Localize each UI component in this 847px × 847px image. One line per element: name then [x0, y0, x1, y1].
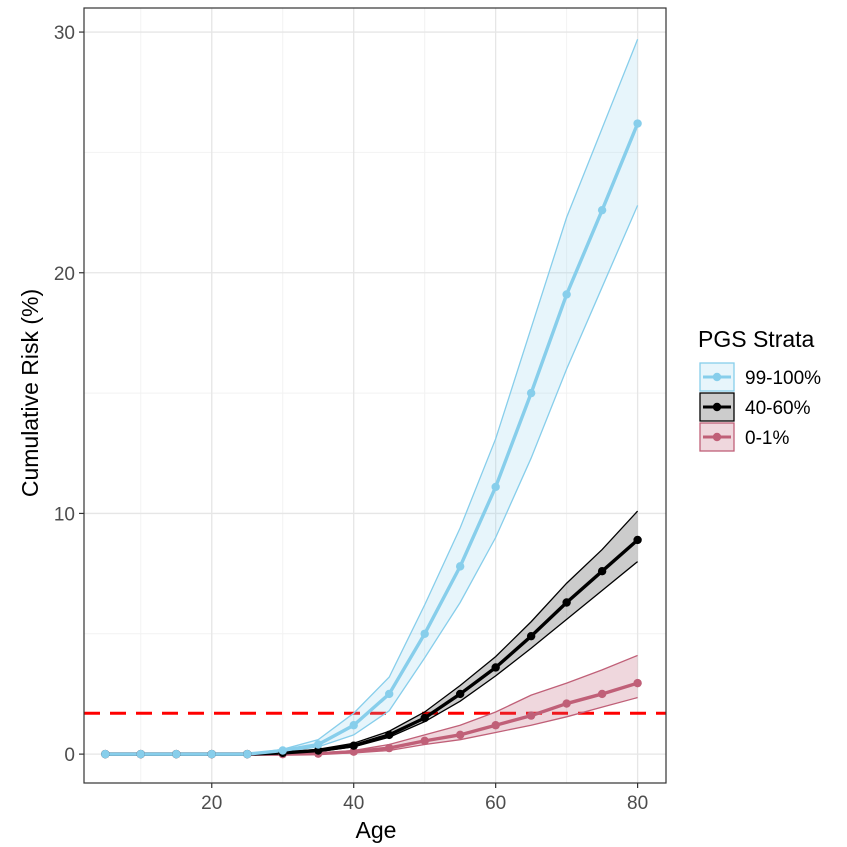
- data-point-40-60-: [562, 598, 571, 607]
- data-point-99-100-: [633, 119, 642, 128]
- legend-key-point-0-1-: [712, 432, 722, 442]
- data-point-40-60-: [384, 730, 394, 740]
- legend-label-0-1-: 0-1%: [745, 428, 789, 449]
- data-point-99-100-: [562, 290, 571, 299]
- series-line-99-100-: [105, 122, 640, 756]
- x-tick-label: 80: [627, 793, 648, 814]
- data-point-99-100-: [491, 482, 500, 492]
- legend: PGS Strata 99-100% 40-60% 0-1%: [698, 326, 821, 452]
- x-tick-label: 20: [201, 793, 222, 814]
- data-point-40-60-: [455, 689, 465, 699]
- data-point-0-1-: [526, 711, 536, 720]
- panel-border: [83, 7, 667, 784]
- data-point-99-100-: [243, 749, 252, 759]
- data-point-99-100-: [172, 749, 181, 759]
- data-point-0-1-: [420, 736, 429, 746]
- y-axis-title: Cumulative Risk (%): [17, 289, 43, 497]
- data-point-99-100-: [207, 749, 216, 759]
- data-point-0-1-: [597, 689, 607, 699]
- data-point-99-100-: [526, 388, 536, 398]
- data-point-0-1-: [455, 730, 465, 740]
- y-tick-label: 20: [54, 264, 75, 285]
- data-point-0-1-: [633, 678, 642, 688]
- data-point-0-1-: [384, 743, 394, 753]
- data-point-99-100-: [278, 746, 287, 755]
- x-tick-label: 40: [343, 793, 364, 814]
- data-point-40-60-: [597, 566, 607, 576]
- data-point-40-60-: [633, 535, 642, 545]
- band-fill-0-1-: [105, 655, 638, 755]
- legend-key-point-99-100-: [712, 372, 722, 382]
- x-axis-title: Age: [356, 817, 397, 843]
- data-point-40-60-: [526, 631, 536, 641]
- data-point-99-100-: [136, 749, 145, 759]
- data-point-99-100-: [384, 689, 394, 699]
- y-tick-label: 10: [54, 504, 75, 525]
- series-lines: [105, 122, 640, 756]
- legend-entries: 99-100% 40-60% 0-1%: [699, 362, 821, 452]
- axis-ticks: 20 40 60 80 0 10 20 30: [54, 23, 648, 814]
- data-point-40-60-: [314, 746, 323, 755]
- data-point-99-100-: [349, 721, 358, 730]
- legend-label-99-100-: 99-100%: [745, 368, 821, 389]
- data-point-99-100-: [314, 740, 323, 749]
- data-point-0-1-: [491, 721, 500, 730]
- data-point-99-100-: [420, 629, 429, 638]
- data-point-0-1-: [562, 699, 571, 708]
- data-point-40-60-: [491, 663, 500, 672]
- y-tick-label: 0: [64, 745, 75, 766]
- data-point-40-60-: [349, 741, 358, 750]
- x-tick-label: 60: [485, 793, 506, 814]
- legend-label-40-60-: 40-60%: [745, 398, 811, 419]
- data-point-99-100-: [101, 749, 110, 759]
- data-point-0-1-: [349, 747, 358, 756]
- data-point-99-100-: [455, 562, 465, 571]
- legend-title: PGS Strata: [698, 326, 815, 352]
- series-points: [101, 119, 642, 759]
- grid-lines: [84, 8, 666, 783]
- legend-key-point-40-60-: [712, 402, 722, 412]
- data-point-40-60-: [420, 713, 429, 723]
- data-point-99-100-: [597, 205, 607, 215]
- y-tick-label: 30: [54, 23, 75, 44]
